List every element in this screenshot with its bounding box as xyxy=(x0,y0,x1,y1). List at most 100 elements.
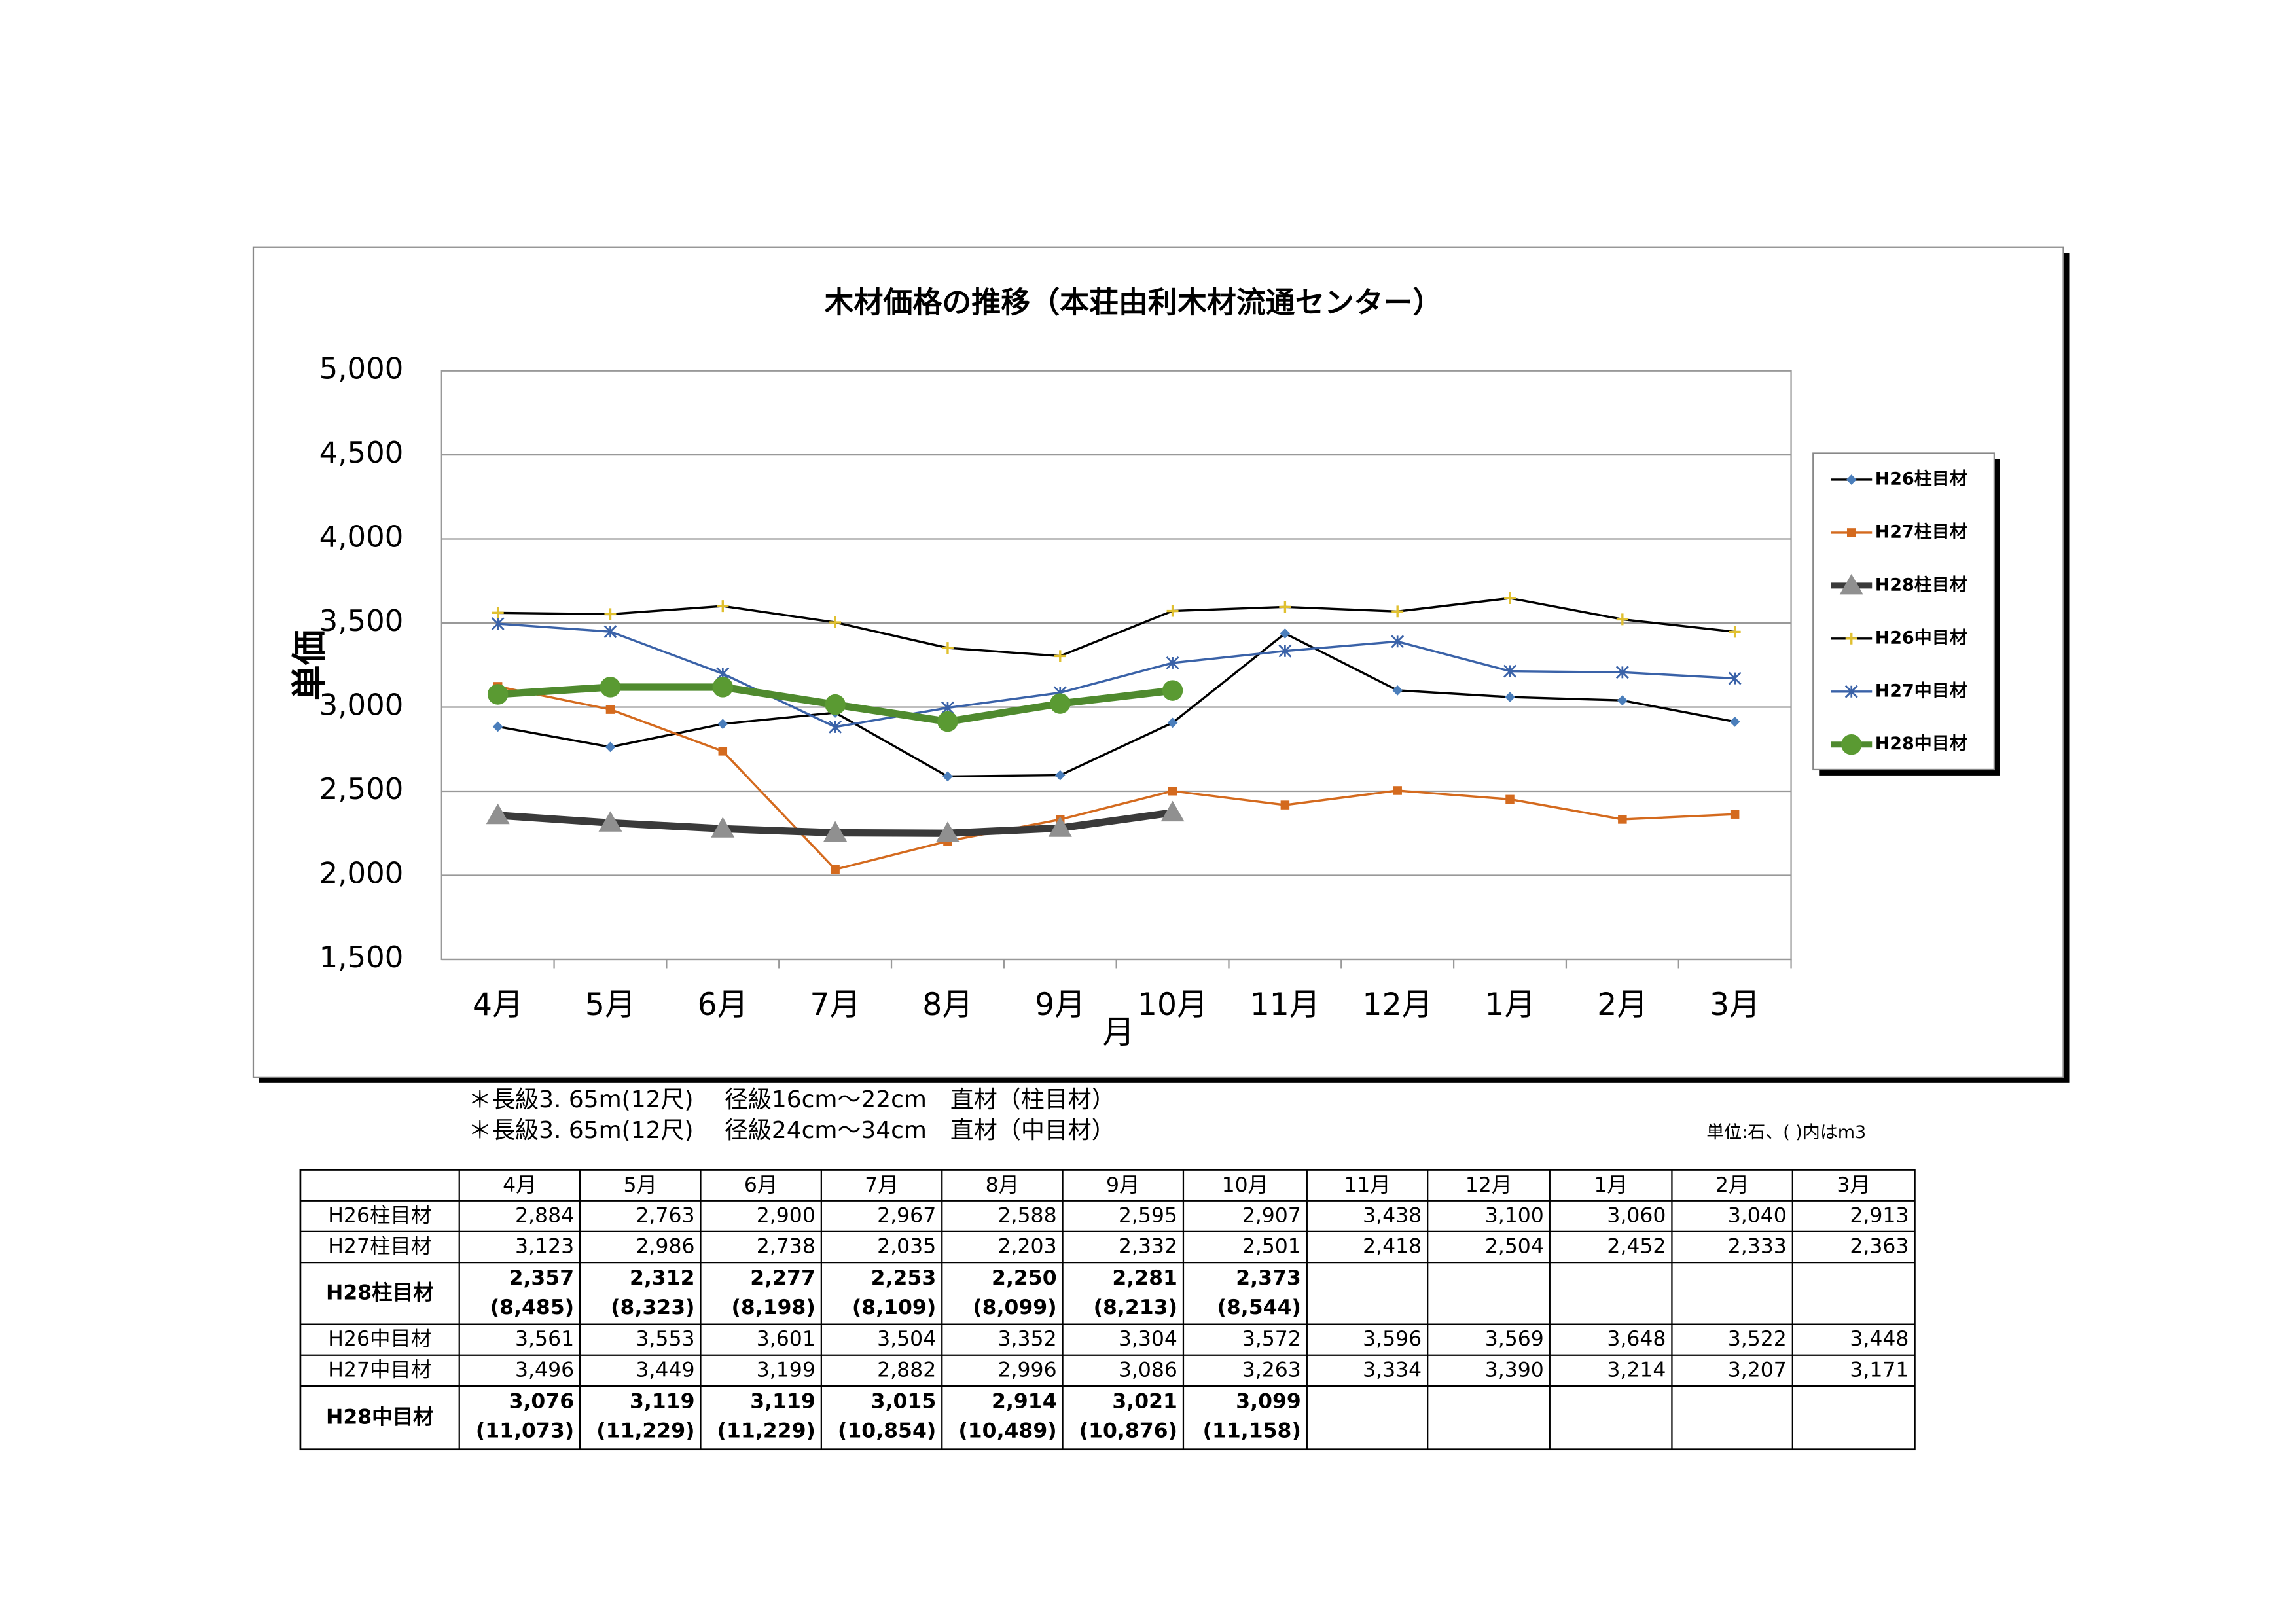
table-cell: 2,253 xyxy=(871,1266,937,1290)
legend-label: H28中目材 xyxy=(1875,734,1967,754)
table-cell: 2,501 xyxy=(1242,1235,1301,1258)
data-point xyxy=(1166,656,1179,669)
y-tick-label: 2,000 xyxy=(319,855,404,890)
table-cell: 3,207 xyxy=(1728,1358,1787,1382)
y-tick-label: 5,000 xyxy=(319,351,404,386)
table-cell: 2,914 xyxy=(992,1390,1057,1414)
table-cell: 2,595 xyxy=(1119,1204,1177,1227)
x-tick-label: 9月 xyxy=(1035,987,1085,1023)
series-line xyxy=(497,632,1735,778)
table-cell: 3,601 xyxy=(757,1327,816,1351)
data-point xyxy=(937,711,958,732)
table-header: 5月 xyxy=(624,1173,658,1197)
table-cell-m3: (8,485) xyxy=(490,1296,574,1319)
data-point xyxy=(487,684,509,705)
table-cell: 3,522 xyxy=(1728,1327,1787,1351)
table-cell: 2,738 xyxy=(757,1235,816,1258)
plot-area xyxy=(440,370,1792,961)
table-header: 10月 xyxy=(1222,1173,1269,1197)
table-cell: 2,203 xyxy=(998,1235,1057,1258)
data-point xyxy=(1048,816,1072,837)
table-cell: 3,553 xyxy=(636,1327,694,1351)
table-cell-m3: (8,099) xyxy=(973,1296,1056,1319)
x-tick-label: 11月 xyxy=(1250,987,1320,1023)
data-point xyxy=(1168,787,1177,796)
table-cell: 3,040 xyxy=(1728,1204,1787,1227)
table-row-label: H27中目材 xyxy=(328,1358,431,1382)
data-point xyxy=(831,865,840,874)
x-tick-label: 4月 xyxy=(473,987,523,1023)
data-point xyxy=(935,821,960,842)
table-cell: 2,333 xyxy=(1728,1235,1787,1258)
table-cell: 3,304 xyxy=(1119,1327,1177,1351)
legend-label: H27中目材 xyxy=(1875,681,1967,701)
y-tick-label: 4,500 xyxy=(319,435,404,470)
table-cell-m3: (8,213) xyxy=(1094,1296,1177,1319)
table-cell: 3,100 xyxy=(1485,1204,1544,1227)
table-cell: 2,332 xyxy=(1119,1235,1177,1258)
table-cell: 2,277 xyxy=(750,1266,816,1290)
table-cell-m3: (8,109) xyxy=(852,1296,936,1319)
table-frame xyxy=(299,1169,1916,1451)
data-point xyxy=(605,705,615,714)
table-cell: 3,021 xyxy=(1112,1390,1177,1414)
legend-marker xyxy=(1844,685,1858,698)
table-row-label: H27柱目材 xyxy=(328,1235,431,1258)
table-header: 12月 xyxy=(1465,1173,1513,1197)
data-point xyxy=(604,608,617,620)
x-tick-label: 3月 xyxy=(1710,987,1760,1023)
legend-label: H26柱目材 xyxy=(1875,469,1967,489)
data-point xyxy=(491,617,505,631)
data-point xyxy=(1391,635,1405,649)
table-header: 1月 xyxy=(1594,1173,1628,1197)
x-tick-label: 12月 xyxy=(1363,987,1433,1023)
unit-note: 単位:石、( )内はm3 xyxy=(1706,1122,1866,1143)
data-point xyxy=(1166,605,1179,617)
table-cell-m3: (10,876) xyxy=(1079,1419,1177,1443)
table-header: 4月 xyxy=(503,1173,536,1197)
table-cell: 2,357 xyxy=(509,1266,575,1290)
table-cell: 2,452 xyxy=(1607,1235,1666,1258)
legend-marker xyxy=(1839,573,1863,595)
table-cell: 3,561 xyxy=(515,1327,574,1351)
data-point xyxy=(1729,626,1741,638)
table-cell: 2,250 xyxy=(992,1266,1057,1290)
table-cell: 2,588 xyxy=(998,1204,1057,1227)
data-point xyxy=(1392,685,1403,696)
table-cell-m3: (8,323) xyxy=(611,1296,694,1319)
legend-marker xyxy=(1845,632,1857,645)
table-cell: 2,363 xyxy=(1850,1235,1909,1258)
table-row-label: H26中目材 xyxy=(328,1327,431,1351)
data-point xyxy=(1504,592,1516,605)
x-axis-label: 月 xyxy=(1102,1013,1134,1051)
data-point xyxy=(1280,800,1290,810)
data-point xyxy=(1054,650,1066,662)
table-cell: 3,119 xyxy=(630,1390,695,1414)
table-cell: 3,438 xyxy=(1363,1204,1422,1227)
data-point xyxy=(1391,605,1404,618)
data-point xyxy=(941,642,954,654)
data-point xyxy=(829,616,842,629)
table-cell: 3,504 xyxy=(877,1327,936,1351)
table-cell: 2,312 xyxy=(630,1266,695,1290)
table-cell: 3,352 xyxy=(998,1327,1057,1351)
data-point xyxy=(1393,786,1402,795)
data-point xyxy=(1505,794,1515,804)
data-point xyxy=(492,607,504,619)
table-header: 11月 xyxy=(1344,1173,1391,1197)
data-point xyxy=(600,677,621,698)
table-cell-m3: (10,489) xyxy=(958,1419,1056,1443)
table-row-label: H28中目材 xyxy=(326,1405,434,1429)
table-cell: 2,900 xyxy=(757,1204,816,1227)
y-tick-label: 1,500 xyxy=(319,940,404,974)
legend-marker xyxy=(1846,474,1857,485)
data-point xyxy=(1054,770,1066,781)
data-point xyxy=(1279,601,1291,613)
table-cell-m3: (8,198) xyxy=(732,1296,816,1319)
table-cell: 3,569 xyxy=(1485,1327,1544,1351)
table-cell: 2,882 xyxy=(877,1358,936,1382)
series-line xyxy=(497,597,1735,658)
x-tick-label: 1月 xyxy=(1484,987,1535,1023)
data-point xyxy=(717,600,729,613)
